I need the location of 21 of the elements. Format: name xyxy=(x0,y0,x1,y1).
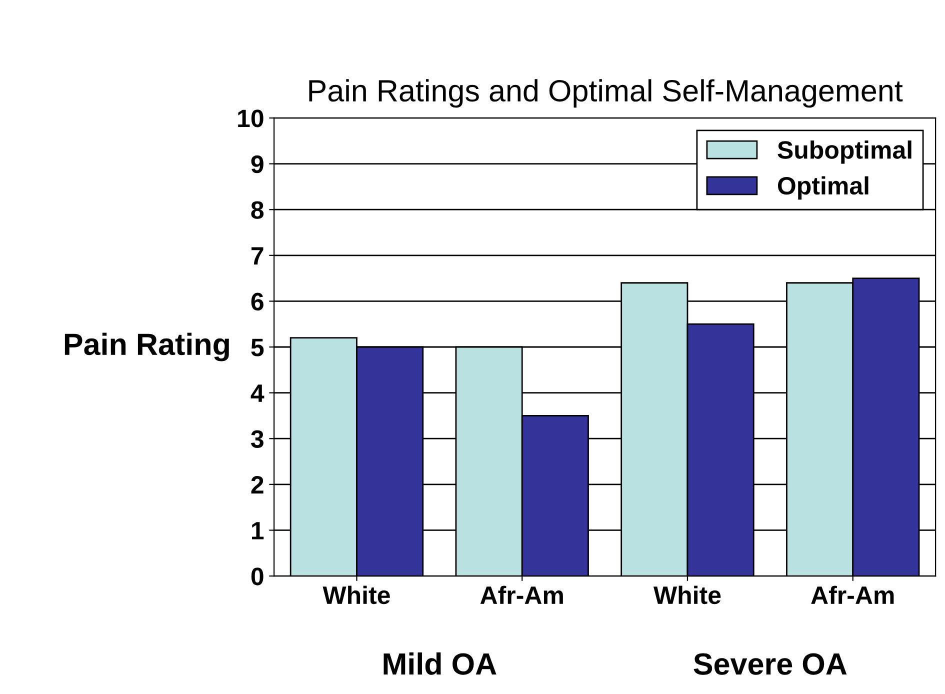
y-tick-label: 2 xyxy=(251,476,264,494)
legend-label: Suboptimal xyxy=(778,140,912,164)
y-tick-label: 4 xyxy=(250,384,264,402)
x-tick-label: Afr-Am xyxy=(480,586,563,604)
x-tick-label: White xyxy=(653,586,721,604)
y-tick-label: 6 xyxy=(251,292,264,310)
legend-label: Optimal xyxy=(778,176,868,200)
y-tick-label: 8 xyxy=(251,201,264,219)
x-tick-label: Afr-Am xyxy=(811,586,894,604)
y-tick-label: 7 xyxy=(252,247,264,264)
y-tick-label: 1 xyxy=(252,522,264,540)
y-tick-label: 0 xyxy=(251,568,264,586)
y-axis-title: Pain Rating xyxy=(64,332,229,362)
y-tick-label: 3 xyxy=(251,430,264,448)
y-tick-label: 10 xyxy=(238,110,264,128)
text: Mild OA xyxy=(384,652,496,675)
chart-title: Pain Ratings and Optimal Self-Management xyxy=(309,79,903,108)
x-tick-label: White xyxy=(322,586,390,604)
text: Severe OA xyxy=(694,653,847,675)
y-tick-label: 5 xyxy=(251,338,264,356)
y-tick-label: 9 xyxy=(251,155,264,174)
